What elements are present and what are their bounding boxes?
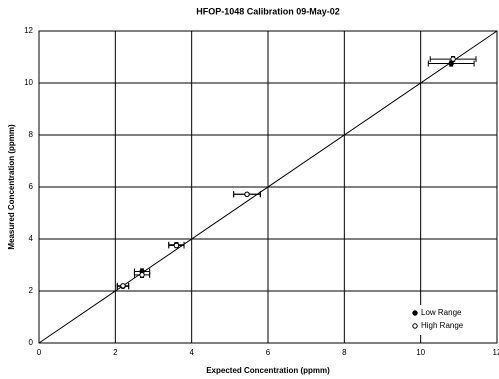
y-axis-label: Measured Concentration (ppmm) (7, 124, 16, 250)
x-tick-label: 8 (342, 348, 347, 357)
x-tick-label: 10 (416, 348, 425, 357)
x-tick-label: 12 (493, 348, 499, 357)
point (120, 283, 126, 289)
x-tick-label: 2 (113, 348, 118, 357)
y-tick-label: 10 (24, 78, 33, 87)
point (173, 242, 180, 249)
y-tick-label: 12 (24, 26, 33, 35)
legend-marker (412, 310, 418, 316)
y-tick-label: 4 (29, 234, 34, 243)
y-tick-label: 8 (29, 130, 34, 139)
y-tick-label: 0 (29, 338, 34, 347)
point (450, 56, 456, 62)
point (139, 272, 145, 278)
y-tick-label: 6 (29, 182, 34, 191)
legend-marker (412, 323, 418, 329)
chart-title: HFOP-1048 Calibration 09-May-02 (196, 6, 340, 16)
x-tick-label: 6 (266, 348, 271, 357)
point (244, 191, 250, 197)
x-tick-label: 4 (189, 348, 194, 357)
x-tick-label: 0 (37, 348, 42, 357)
legend-box (409, 305, 489, 335)
legend-label: Low Range (421, 308, 462, 317)
reference-line (38, 30, 498, 344)
legend-label: High Range (421, 321, 464, 330)
y-tick-label: 2 (29, 286, 34, 295)
x-axis-label: Expected Concentration (ppmm) (206, 366, 330, 375)
